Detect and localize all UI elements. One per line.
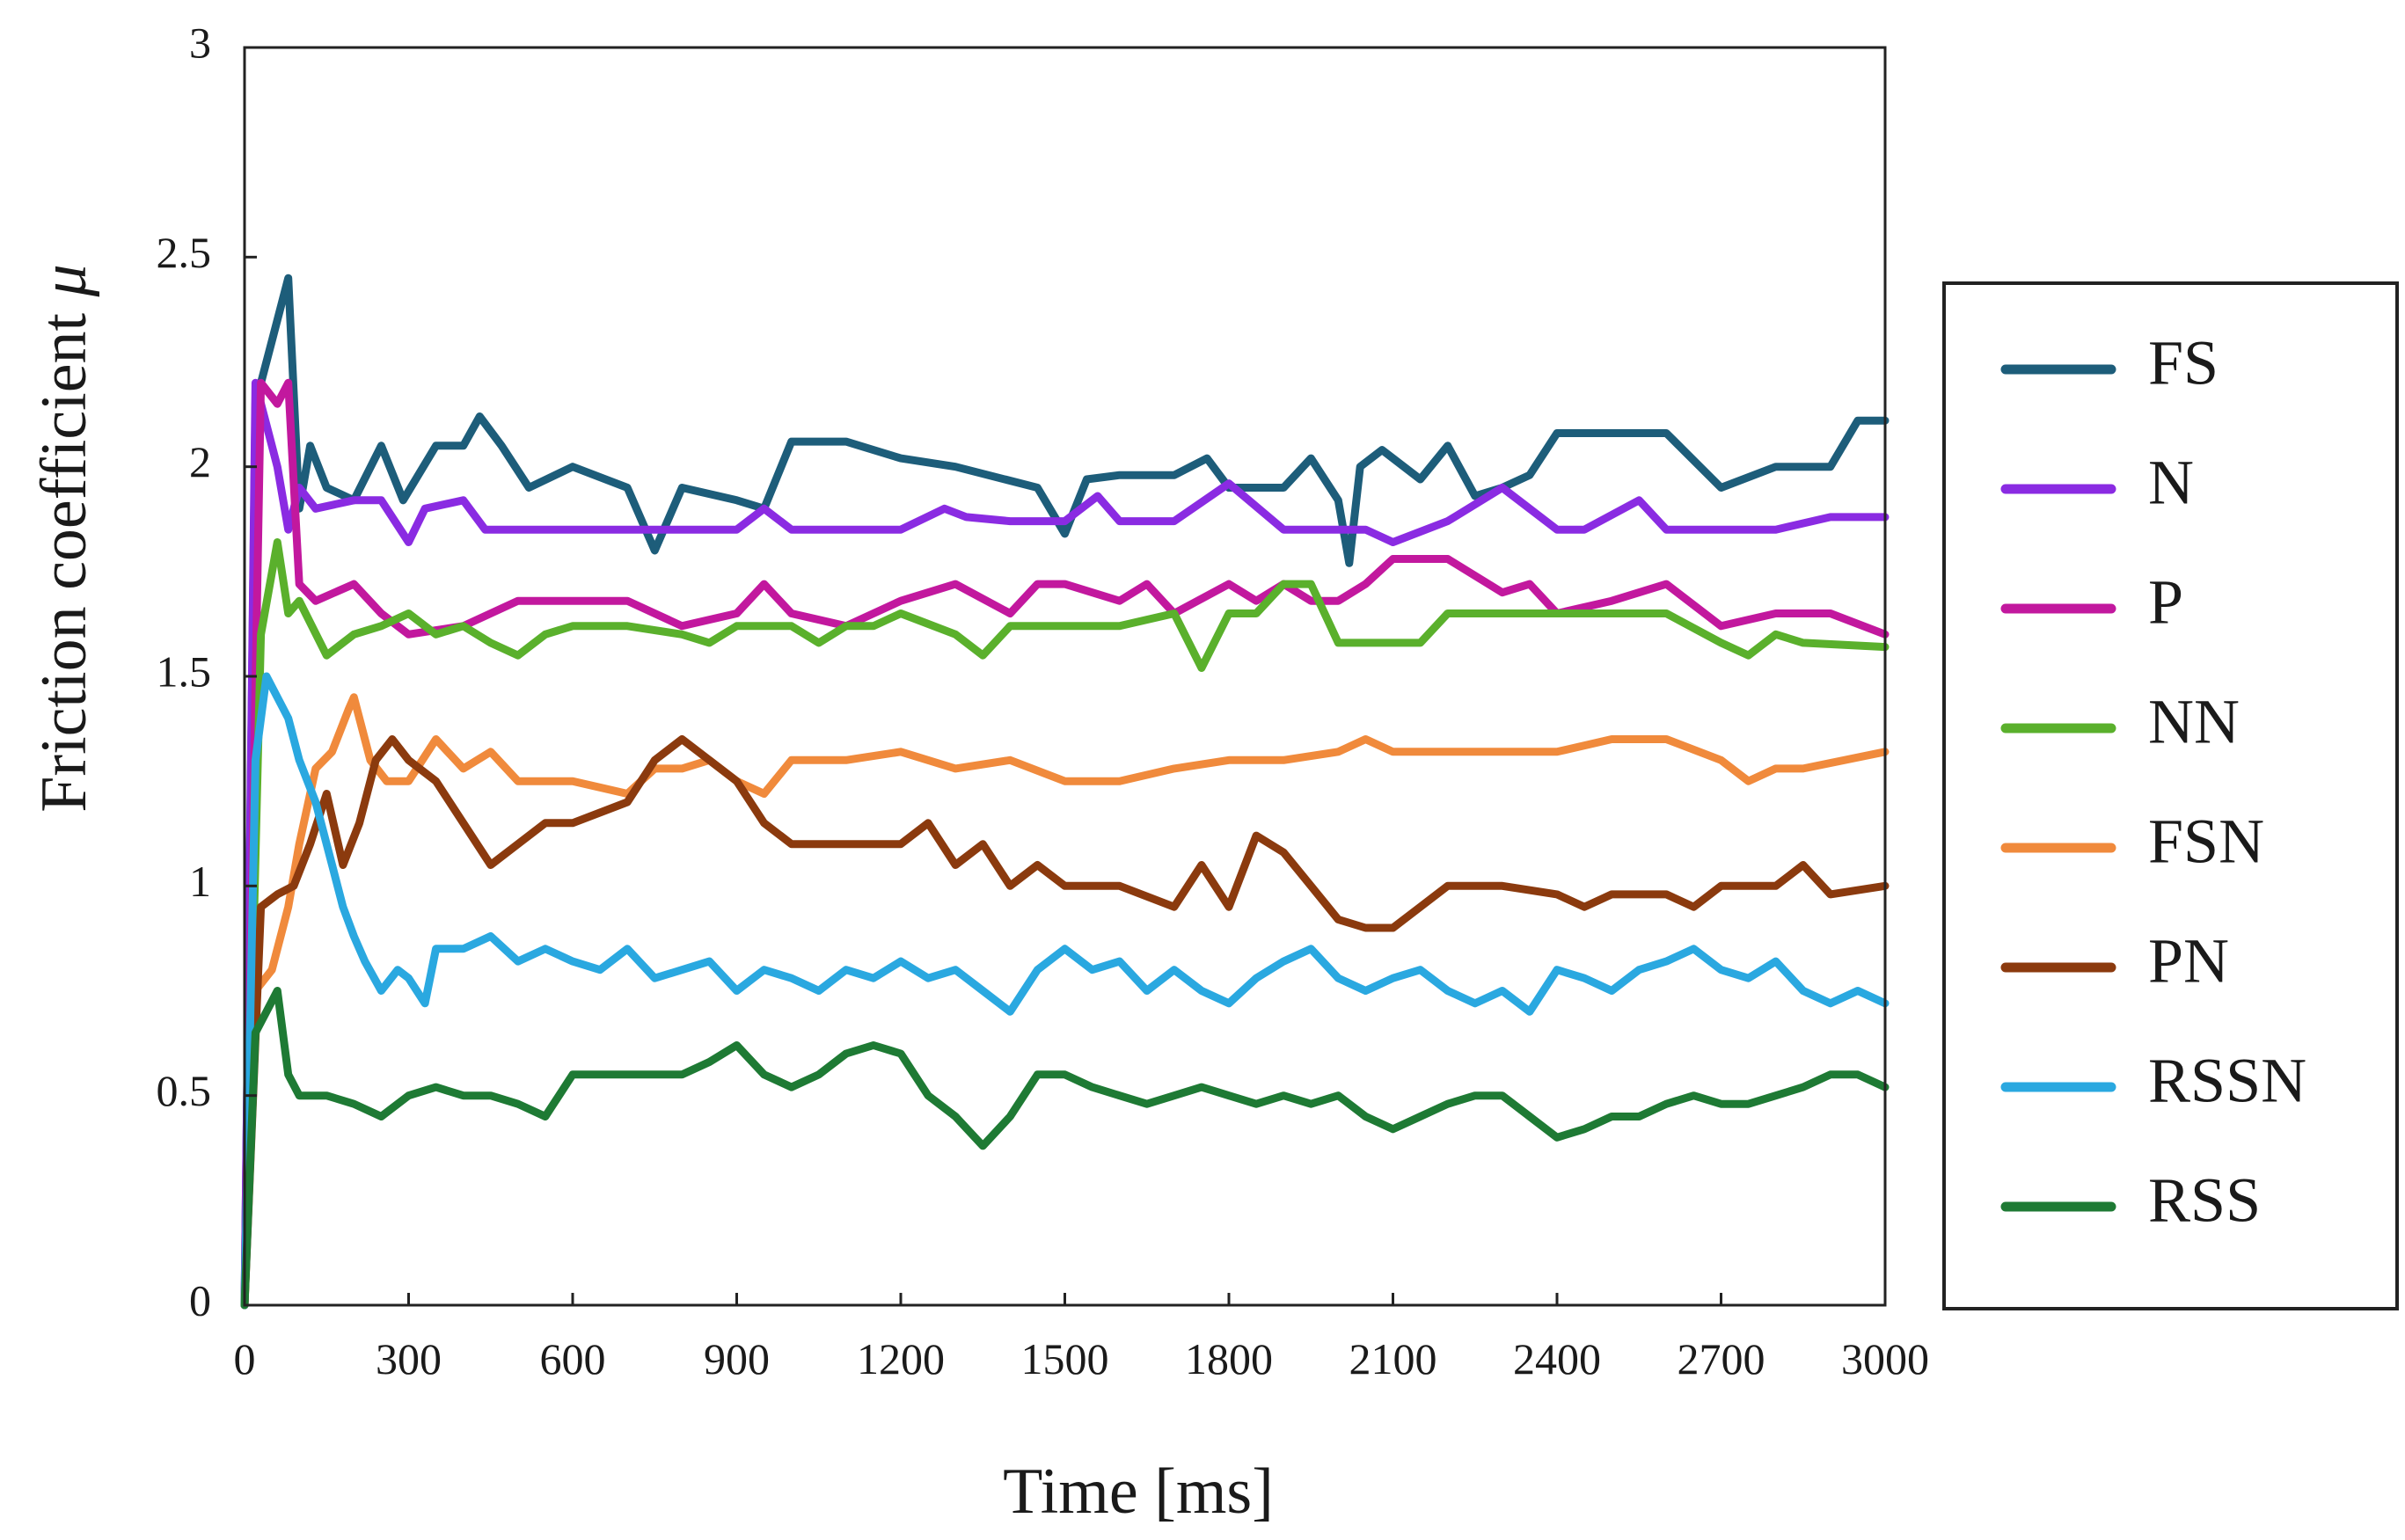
y-tick-label: 3 [189,18,211,67]
y-axis-title: Friction coefficient μ [28,264,100,812]
series-line-n [240,378,1890,1310]
series-line-p [240,378,1890,1310]
y-axis-title-symbol: μ [28,264,100,297]
legend-box [1942,281,2399,1310]
x-tick-label: 1200 [857,1334,945,1383]
svg-text:Friction coefficient μ: Friction coefficient μ [28,264,100,812]
x-tick-label: 600 [540,1334,606,1383]
series-line-rss [240,987,1890,1310]
series-line-rssn [240,672,1890,1310]
legend-label-nn: NN [2148,687,2240,757]
legend-label-rssn: RSSN [2148,1046,2306,1116]
y-tick-label: 1.5 [157,646,212,696]
x-tick-label: 3000 [1841,1334,1929,1383]
x-tick-label: 2700 [1678,1334,1765,1383]
series-line-fsn [240,693,1890,1310]
y-axis-title-text: Friction coefficient [28,296,100,812]
x-tick-label: 0 [234,1334,256,1383]
legend-label-rss: RSS [2148,1165,2261,1236]
x-tick-label: 900 [704,1334,770,1383]
y-tick-label: 0 [189,1275,211,1325]
legend-label-pn: PN [2148,926,2229,996]
axis-ticks: 0 300 600 900 1200 1500 1800 2100 2400 2700 3000 0 0… [157,18,1930,1383]
x-tick-label: 2400 [1513,1334,1601,1383]
x-tick-label: 300 [376,1334,442,1383]
y-tick-label: 2 [189,437,211,486]
x-tick-label: 1800 [1185,1334,1273,1383]
series-line-pn [240,735,1890,1310]
legend-label-fsn: FSN [2148,806,2264,877]
y-tick-label: 2.5 [157,228,212,277]
y-tick-label: 1 [189,857,211,906]
x-tick-label: 1500 [1021,1334,1109,1383]
legend-label-n: N [2148,448,2194,518]
series-lines [240,274,1890,1310]
series-line-nn [240,538,1890,1310]
x-tick-label: 2100 [1349,1334,1437,1383]
x-axis-title: Time [ms] [1003,1456,1274,1528]
y-tick-label: 0.5 [157,1066,212,1115]
legend-label-fs: FS [2148,328,2219,398]
legend-label-p: P [2148,567,2183,638]
series-line-fs [240,274,1890,1310]
